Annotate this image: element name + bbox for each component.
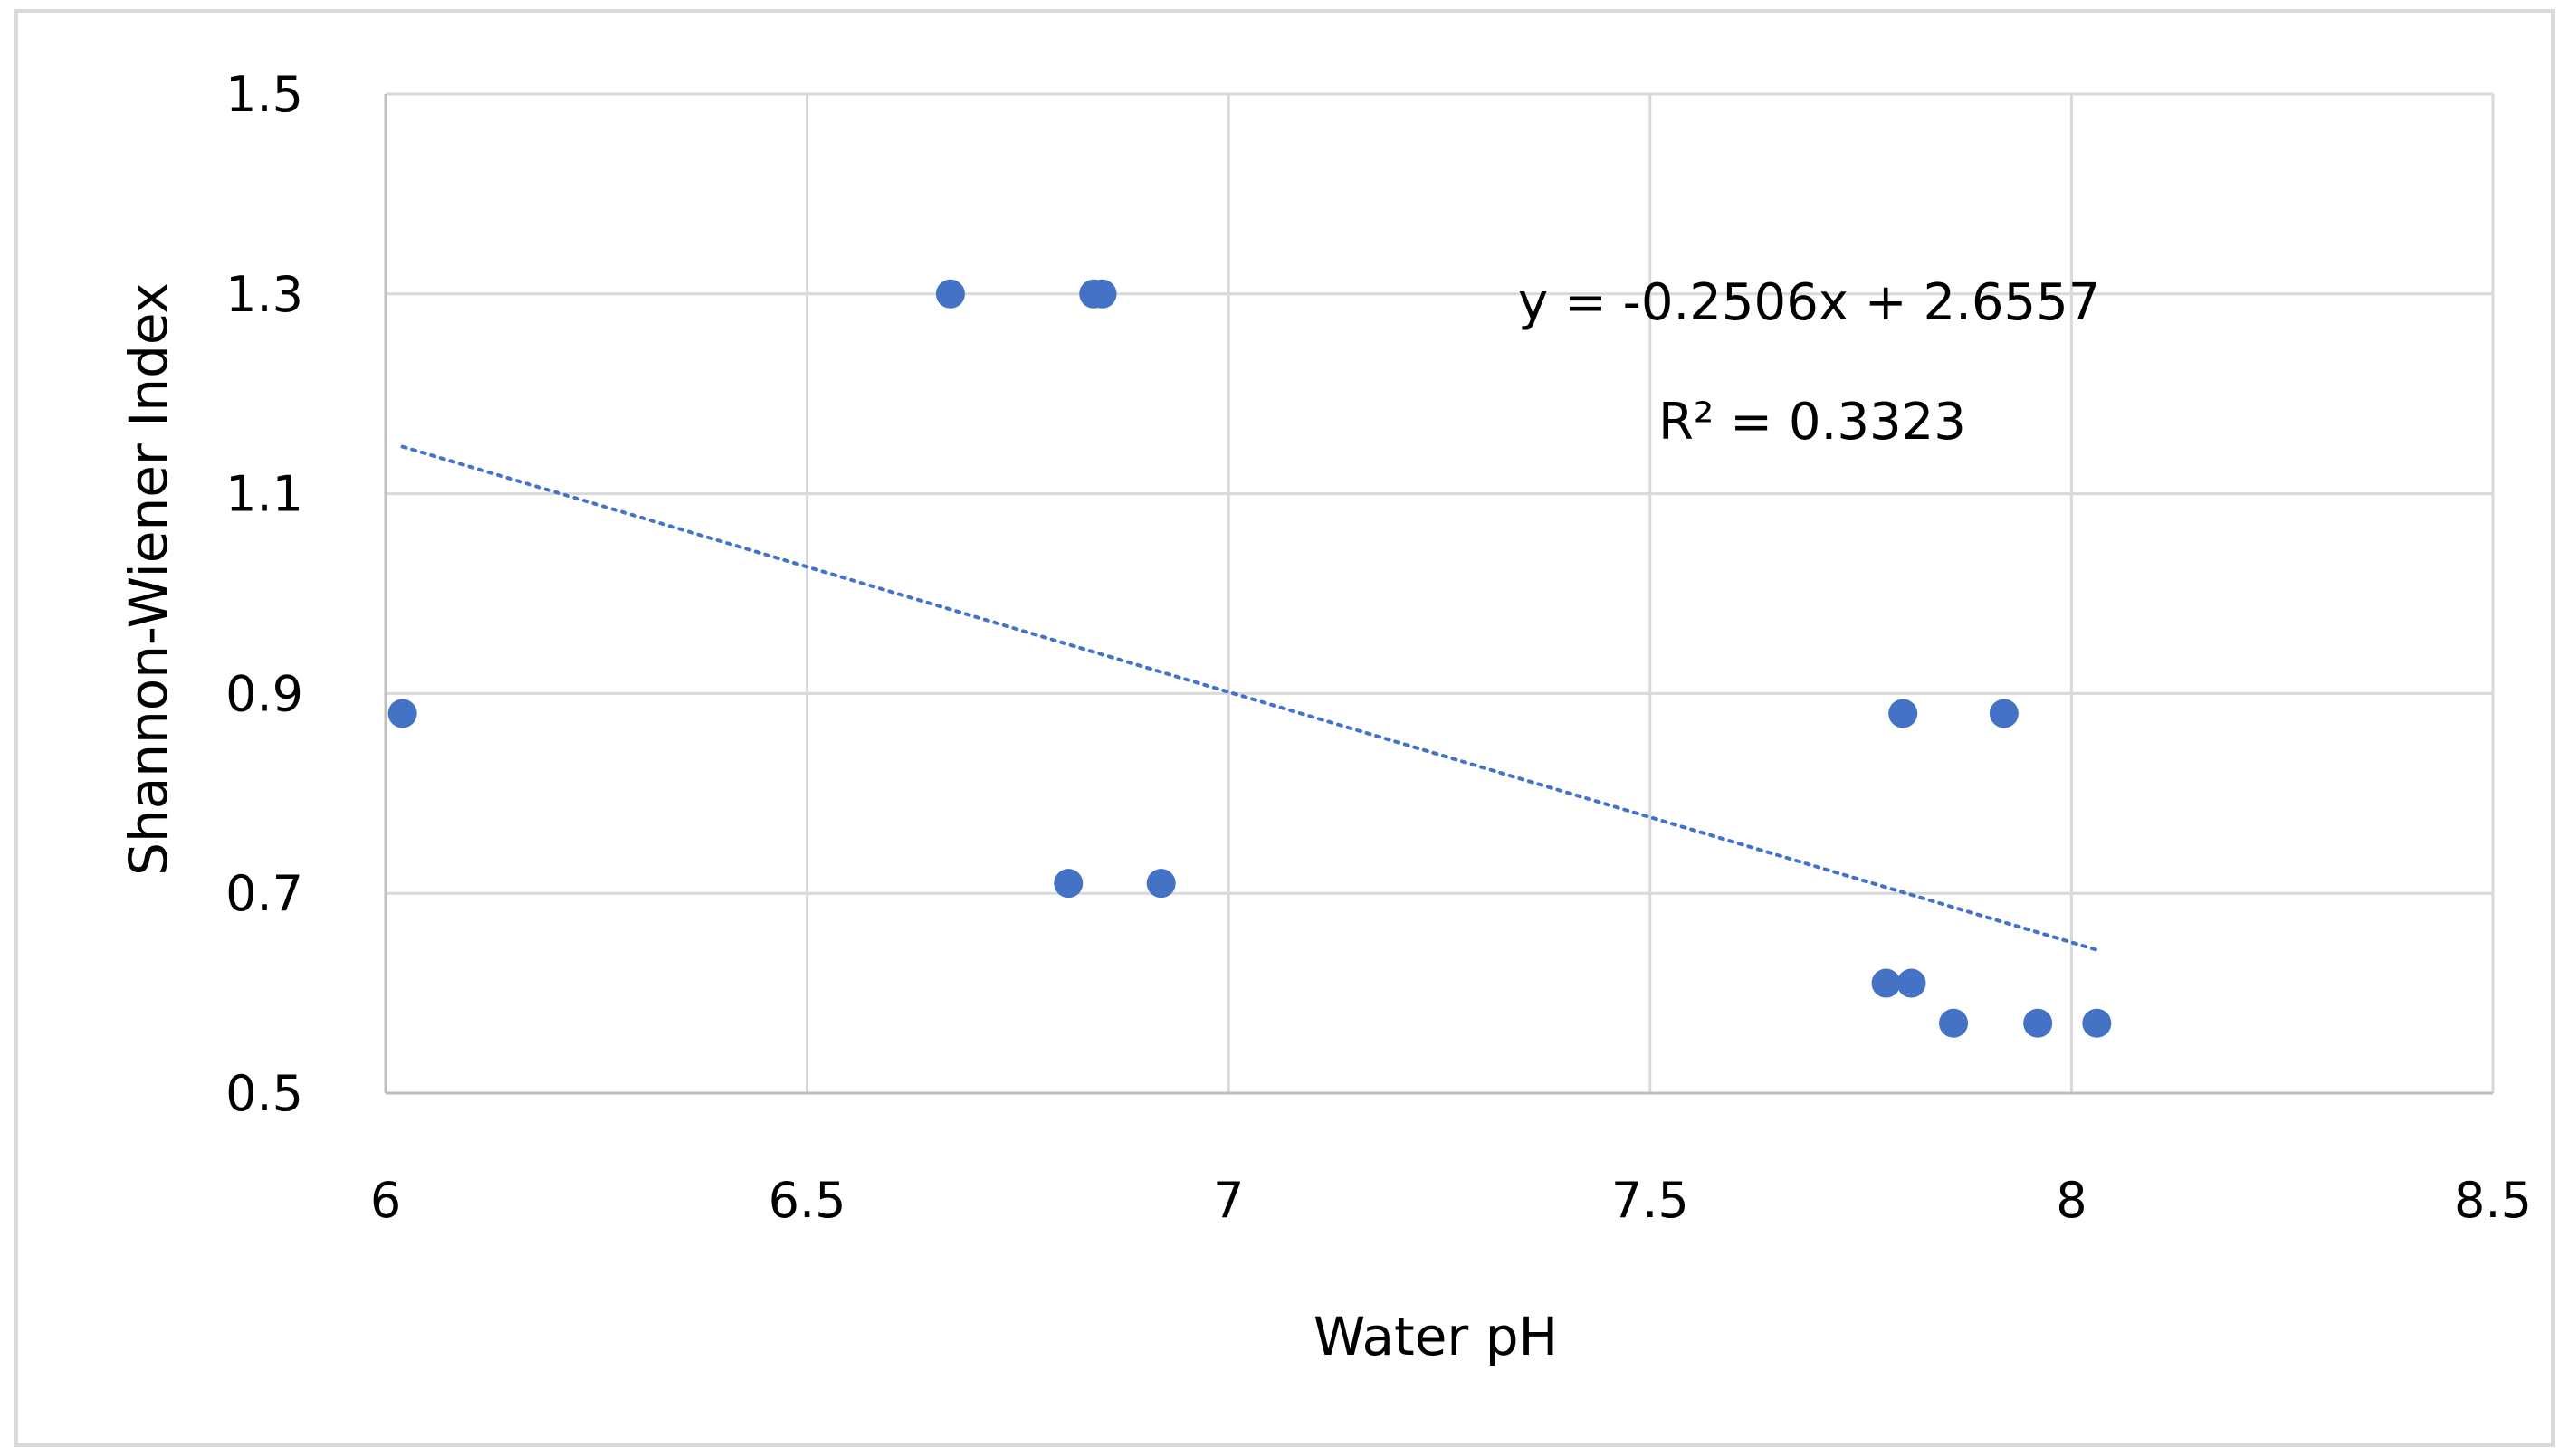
y-tick-labels: 1.5 1.3 1.1 0.9 0.7 0.5 bbox=[225, 66, 303, 1122]
y-tick-label: 1.1 bbox=[225, 466, 303, 523]
data-point bbox=[2023, 1008, 2053, 1038]
x-tick-label: 8 bbox=[2056, 1172, 2087, 1229]
trendline-r-squared: R² = 0.3323 bbox=[1658, 393, 1966, 452]
data-point bbox=[1896, 968, 1926, 998]
data-point bbox=[1888, 699, 1918, 728]
x-tick-label: 8.5 bbox=[2454, 1172, 2532, 1229]
y-axis-title: Shannon-Wiener Index bbox=[118, 282, 179, 876]
y-tick-label: 1.3 bbox=[225, 266, 303, 323]
y-tick-label: 0.5 bbox=[225, 1065, 303, 1122]
data-point bbox=[1146, 869, 1176, 899]
data-point bbox=[1939, 1008, 1969, 1038]
data-point bbox=[935, 279, 965, 309]
data-point bbox=[1871, 968, 1901, 998]
trendline bbox=[400, 444, 2099, 952]
trendline-equation: y = -0.2506x + 2.6557 bbox=[1518, 273, 2100, 332]
data-point bbox=[1087, 279, 1117, 309]
y-tick-label: 1.5 bbox=[225, 66, 303, 123]
data-point bbox=[2082, 1008, 2112, 1038]
x-tick-labels: 6 6.5 7 7.5 8 8.5 bbox=[370, 1172, 2532, 1229]
x-tick-label: 6.5 bbox=[769, 1172, 846, 1229]
x-tick-label: 6 bbox=[370, 1172, 401, 1229]
chart-border bbox=[14, 9, 2555, 1447]
data-point bbox=[387, 699, 417, 728]
x-tick-label: 7.5 bbox=[1611, 1172, 1689, 1229]
data-points bbox=[387, 279, 2112, 1038]
axes bbox=[384, 94, 2493, 1095]
data-point bbox=[1054, 869, 1084, 899]
y-tick-label: 0.7 bbox=[225, 865, 303, 922]
data-point bbox=[1989, 699, 2019, 728]
trendline-group bbox=[400, 444, 2099, 952]
x-tick-label: 7 bbox=[1213, 1172, 1244, 1229]
y-tick-label: 0.9 bbox=[225, 665, 303, 722]
x-axis-title: Water pH bbox=[1313, 1306, 1558, 1367]
